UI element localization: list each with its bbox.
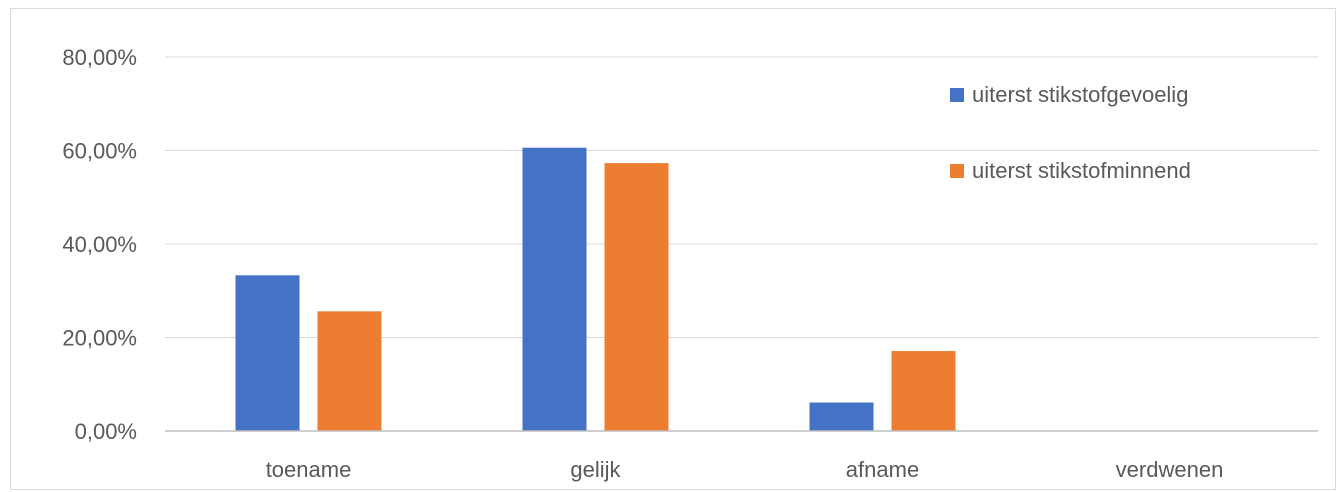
x-category-label: verdwenen <box>1116 457 1224 482</box>
chart-frame <box>10 8 1336 490</box>
bar-gelijk-series-2 <box>604 163 669 431</box>
legend-swatch <box>950 88 964 102</box>
x-category-label: afname <box>846 457 919 482</box>
bar-toename-series-2 <box>317 311 382 431</box>
bar-toename-series-1 <box>235 275 300 431</box>
y-tick-label: 20,00% <box>62 326 137 351</box>
bar-gelijk-series-1 <box>522 147 587 431</box>
bar-afname-series-1 <box>809 402 874 431</box>
y-tick-label: 80,00% <box>62 45 137 70</box>
legend-label: uiterst stikstofgevoelig <box>972 82 1188 107</box>
bar-afname-series-2 <box>891 351 956 431</box>
legend: uiterst stikstofgevoelig uiterst stikstof… <box>950 82 1191 183</box>
x-category-label: gelijk <box>570 457 621 482</box>
bars <box>235 147 956 431</box>
legend-label: uiterst stikstofminnend <box>972 158 1191 183</box>
y-tick-label: 40,00% <box>62 232 137 257</box>
x-category-label: toename <box>266 457 352 482</box>
x-axis-category-labels: toename gelijk afname verdwenen <box>266 457 1224 482</box>
y-tick-label: 0,00% <box>75 419 137 444</box>
y-tick-label: 60,00% <box>62 139 137 164</box>
y-axis-tick-labels: 0,00% 20,00% 40,00% 60,00% 80,00% <box>62 45 137 444</box>
legend-swatch <box>950 164 964 178</box>
